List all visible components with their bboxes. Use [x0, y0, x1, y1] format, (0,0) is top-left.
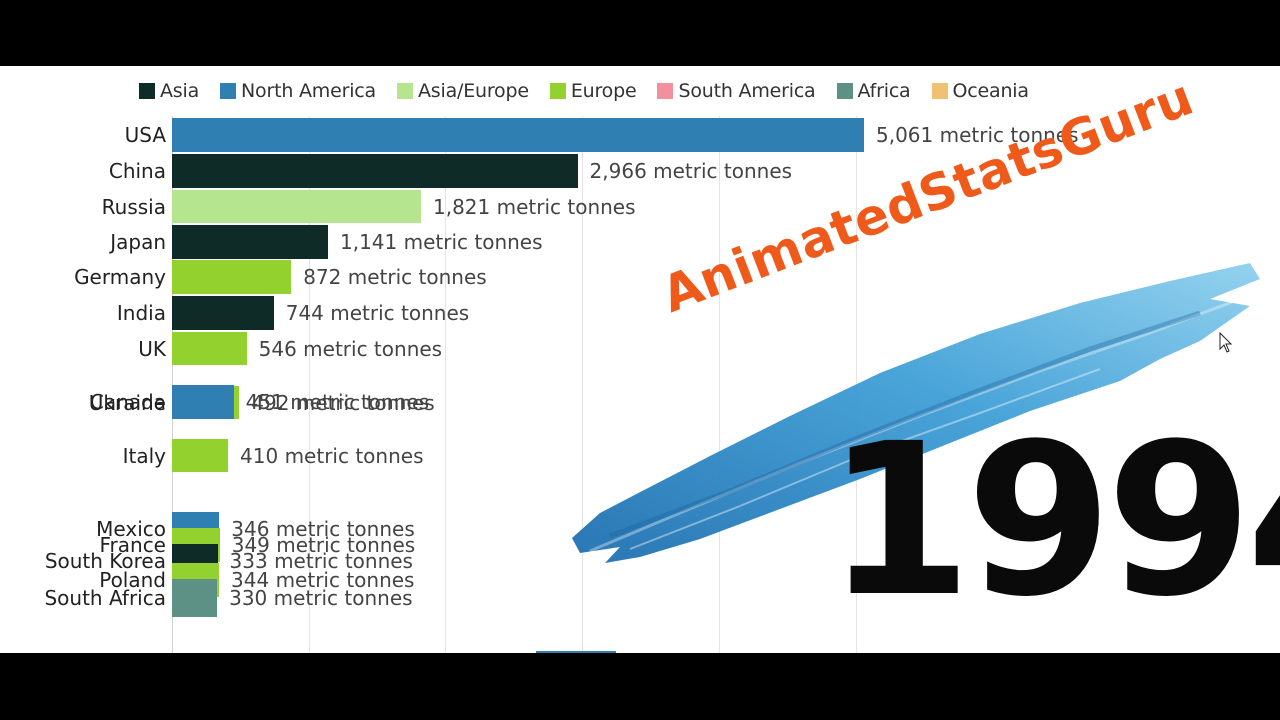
value-label: 333 metric tonnes [229, 549, 413, 573]
country-label: Japan [110, 230, 166, 254]
bar-germany [172, 260, 292, 294]
mouse-cursor-icon [1219, 332, 1233, 353]
legend-item: Asia [139, 80, 199, 102]
country-label: Mexico [96, 517, 166, 541]
bar-canada [172, 385, 234, 419]
gridline [582, 116, 584, 653]
legend-label: Africa [857, 80, 911, 102]
brush-stroke-graphic [572, 263, 1260, 563]
legend-label: Oceania [952, 80, 1030, 102]
country-label: France [99, 533, 166, 557]
country-label: Germany [74, 265, 166, 289]
value-label: 330 metric tonnes [229, 586, 413, 610]
country-label: Ukraine [88, 390, 166, 415]
legend-swatch [397, 83, 413, 99]
value-label: 744 metric tonnes [285, 301, 470, 325]
country-label: Russia [101, 194, 166, 219]
legend-item: Africa [836, 80, 911, 102]
country-label: Canada [89, 390, 166, 414]
value-label: 451 metric tonnes [245, 390, 430, 414]
value-label: 546 metric tonnes [258, 336, 443, 361]
chart-frame: Asia North America Asia/Europe Europe South … [0, 66, 1280, 653]
legend-swatch [139, 83, 155, 99]
bar-china [172, 154, 578, 188]
legend-item: Asia/Europe [397, 80, 529, 102]
value-label: 349 metric tonnes [231, 533, 416, 557]
bar-italy [172, 439, 229, 472]
legend-swatch [657, 83, 674, 99]
bar-uk [172, 332, 247, 365]
country-label: India [116, 301, 166, 325]
bar-south-africa [172, 579, 218, 617]
legend-label: Asia/Europe [418, 80, 529, 102]
country-label: USA [124, 123, 166, 147]
bar-russia [172, 190, 421, 223]
legend-swatch [931, 83, 948, 99]
bar-usa [172, 118, 864, 152]
legend-label: South America [678, 80, 816, 102]
gridline [445, 116, 447, 653]
legend-item: Europe [549, 80, 637, 102]
value-label: 2,966 metric tonnes [589, 159, 793, 183]
legend-label: Asia [160, 80, 200, 102]
legend-item: Oceania [931, 80, 1030, 102]
y-axis-line [172, 116, 173, 653]
gridline [718, 116, 720, 653]
gridline [308, 116, 310, 653]
country-label: South Africa [44, 586, 166, 610]
value-label: 410 metric tonnes [240, 443, 424, 468]
country-label: Italy [122, 443, 166, 468]
legend: Asia North America Asia/Europe Europe South … [139, 80, 1050, 102]
legend-item: South America [657, 80, 816, 102]
legend-swatch [549, 83, 566, 99]
bottom-marker [536, 651, 616, 653]
country-label: South Korea [44, 549, 166, 573]
country-label: China [108, 159, 166, 183]
country-label: UK [138, 336, 166, 361]
legend-swatch [836, 83, 853, 99]
value-label: 1,141 metric tonnes [340, 230, 543, 254]
legend-item: North America [220, 80, 376, 102]
bar-india [172, 296, 274, 330]
value-label: 346 metric tonnes [231, 517, 415, 541]
value-label: 872 metric tonnes [303, 265, 487, 289]
year-label: 1994 [826, 398, 1280, 643]
legend-label: North America [241, 80, 376, 102]
legend-swatch [220, 83, 237, 99]
value-label: 344 metric tonnes [231, 568, 415, 592]
bar-japan [172, 225, 328, 259]
value-label: 5,061 metric tonnes [876, 123, 1079, 147]
value-label: 492 metric tonnes [251, 390, 435, 415]
country-label: Poland [99, 568, 166, 592]
value-label: 1,821 metric tonnes [432, 194, 636, 219]
legend-label: Europe [570, 80, 637, 102]
